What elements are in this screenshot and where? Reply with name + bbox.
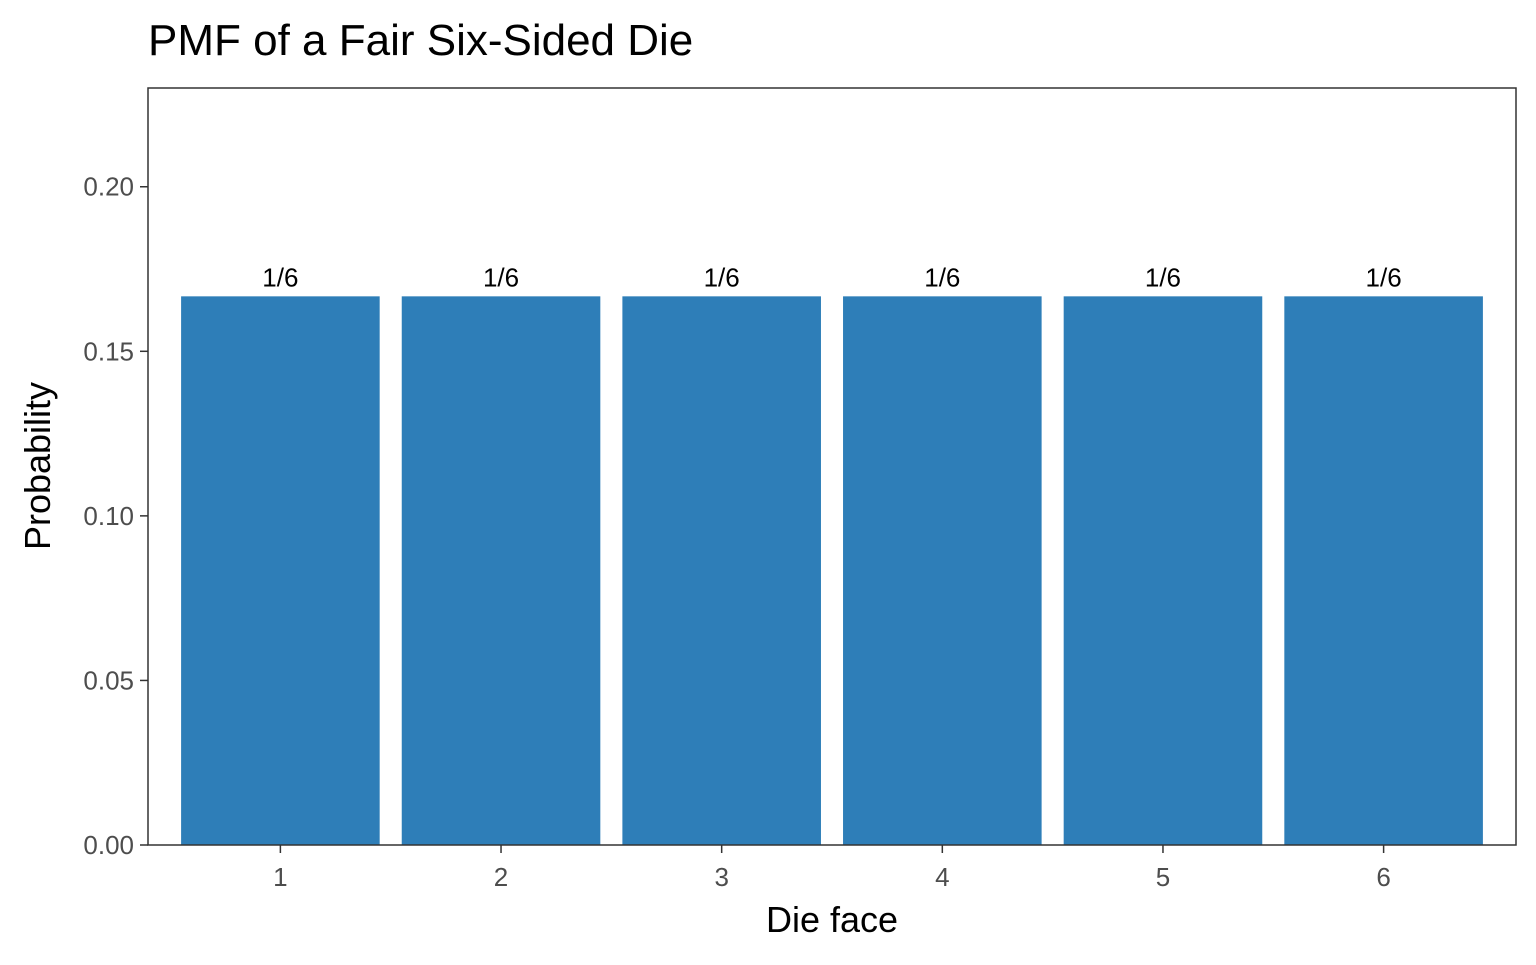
bar-3	[622, 296, 821, 845]
data-label-4: 1/6	[924, 262, 960, 292]
y-tick-label: 0.05	[83, 665, 134, 695]
bar-1	[181, 296, 380, 845]
data-label-3: 1/6	[704, 262, 740, 292]
chart-title: PMF of a Fair Six-Sided Die	[148, 16, 693, 65]
bar-5	[1063, 296, 1263, 845]
x-tick-label: 6	[1376, 862, 1390, 892]
x-tick-label: 5	[1156, 862, 1170, 892]
x-tick-label: 2	[494, 862, 508, 892]
data-label-1: 1/6	[262, 262, 298, 292]
x-axis-title: Die face	[766, 899, 898, 940]
data-label-5: 1/6	[1145, 262, 1181, 292]
data-label-2: 1/6	[483, 262, 519, 292]
y-tick-label: 0.00	[83, 830, 134, 860]
bar-6	[1284, 296, 1483, 845]
bar-2	[401, 296, 601, 845]
panel-border	[147, 87, 1517, 846]
x-tick-label: 3	[714, 862, 728, 892]
x-tick-label: 4	[935, 862, 949, 892]
plot-area: 1/6 1/6 1/6 1/6 1/6 1/6 0.00 0.05 0.10 0.15 0.20 1 2…	[83, 87, 1517, 892]
data-label-6: 1/6	[1366, 262, 1402, 292]
y-tick-label: 0.15	[83, 336, 134, 366]
x-tick-label: 1	[273, 862, 287, 892]
y-tick-label: 0.20	[83, 172, 134, 202]
bar-4	[843, 296, 1042, 845]
y-axis-title: Probability	[17, 382, 58, 550]
y-tick-label: 0.10	[83, 501, 134, 531]
